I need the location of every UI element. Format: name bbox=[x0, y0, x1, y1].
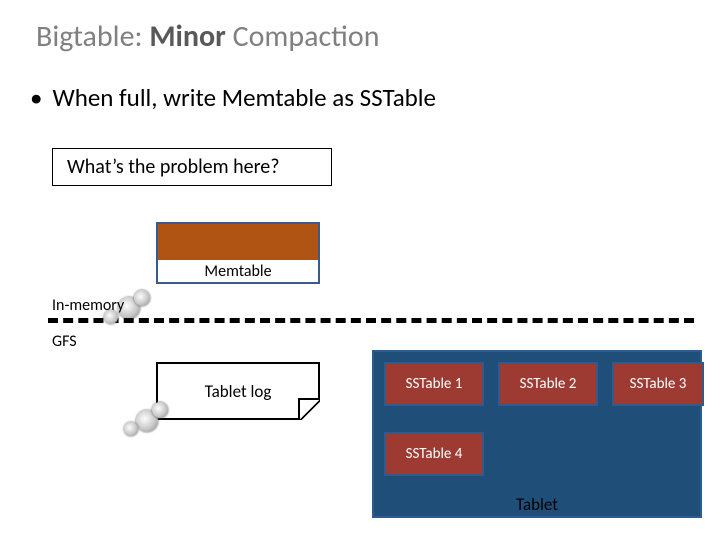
bullet-text: When full, write Memtable as SSTable bbox=[52, 82, 436, 113]
gear-icon bbox=[152, 402, 168, 418]
gear-icon bbox=[124, 422, 138, 436]
question-box: What’s the problem here? bbox=[52, 148, 332, 186]
question-text: What’s the problem here? bbox=[67, 155, 280, 179]
gear-icon bbox=[134, 290, 150, 306]
bullet-marker: • bbox=[30, 82, 42, 113]
memtable-label: Memtable bbox=[156, 260, 320, 284]
sstable-label: SSTable 1 bbox=[406, 375, 463, 393]
tablet-caption: Tablet bbox=[372, 494, 702, 515]
sstable-label: SSTable 3 bbox=[630, 375, 687, 393]
sstable-label: SSTable 4 bbox=[406, 445, 463, 463]
sstable-box: SSTable 3 bbox=[612, 362, 704, 406]
sstable-box: SSTable 1 bbox=[384, 362, 484, 406]
tablet-log-label: Tablet log bbox=[205, 381, 272, 402]
gear-icon bbox=[104, 310, 118, 324]
sstable-label: SSTable 2 bbox=[520, 375, 577, 393]
sstable-box: SSTable 4 bbox=[384, 432, 484, 476]
title-bold: Minor bbox=[149, 18, 225, 55]
title-suffix: Compaction bbox=[226, 18, 380, 55]
bullet-line: • When full, write Memtable as SSTable bbox=[30, 82, 436, 113]
sstable-box: SSTable 2 bbox=[498, 362, 598, 406]
slide: Bigtable: Minor Compaction • When full, w… bbox=[0, 0, 720, 540]
title-prefix: Bigtable: bbox=[36, 18, 149, 55]
gfs-label: GFS bbox=[52, 332, 77, 351]
slide-title: Bigtable: Minor Compaction bbox=[36, 18, 379, 55]
memory-disk-divider bbox=[48, 318, 694, 323]
tablet-log-box: Tablet log bbox=[156, 362, 320, 420]
